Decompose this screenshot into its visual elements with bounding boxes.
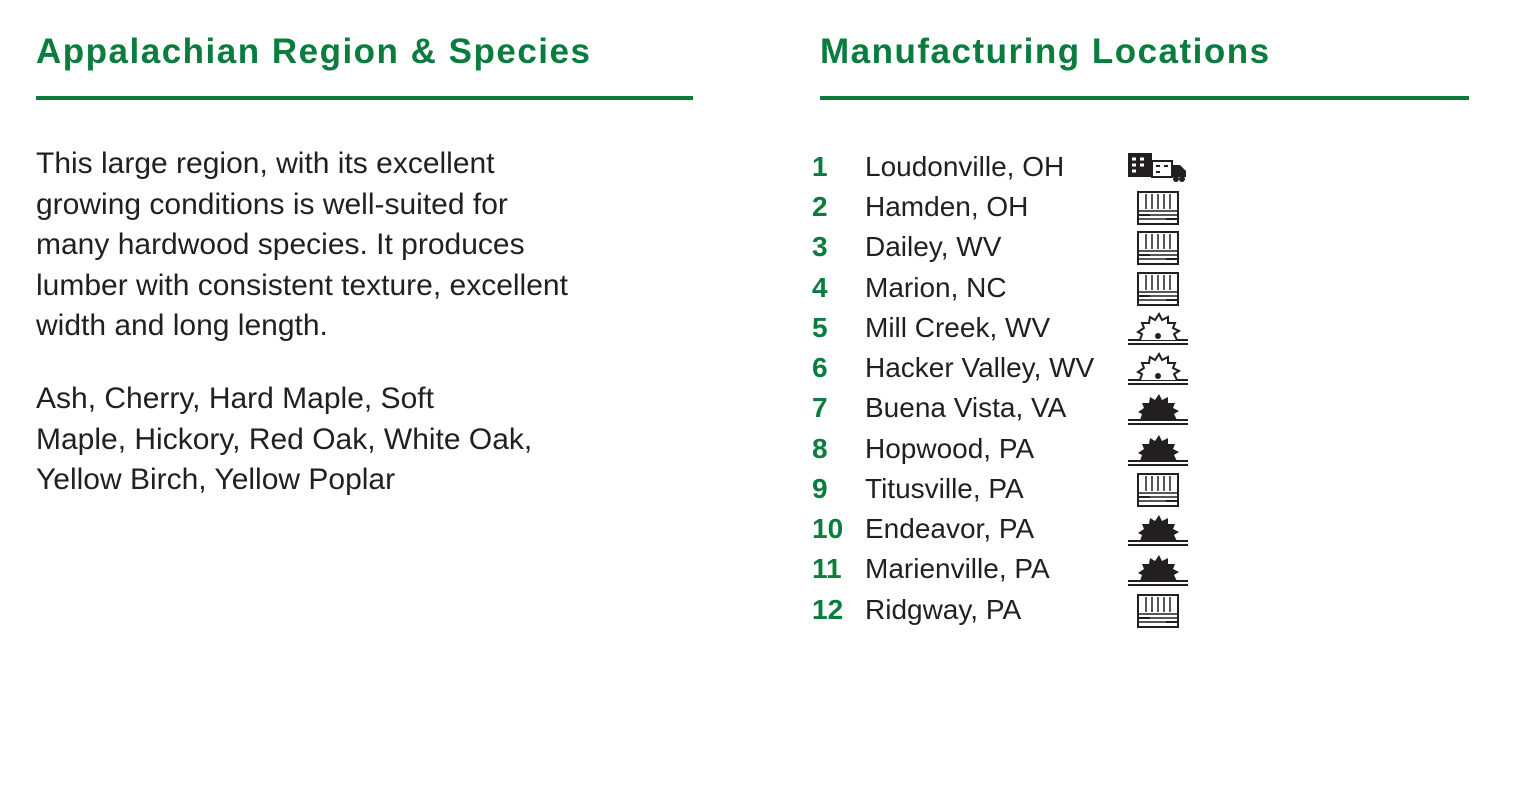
location-row: 4 Marion, NC [812,268,1212,308]
sawmill-icon [1126,352,1190,386]
location-name: Endeavor, PA [865,513,1035,544]
location-name: Marion, NC [865,272,1007,303]
location-row: 6 Hacker Valley, WV [812,348,1212,388]
location-row: 12 Ridgway, PA [812,590,1212,630]
location-number: 4 [812,272,828,303]
location-row: 2 Hamden, OH [812,187,1212,227]
location-number: 2 [812,191,828,222]
location-row: 10 Endeavor, PA [812,509,1212,549]
location-number: 12 [812,594,844,625]
text-line: Yellow Birch, Yellow Poplar [36,463,396,496]
location-row: 8 Hopwood, PA [812,429,1212,469]
location-number: 6 [812,352,828,383]
location-number: 9 [812,473,828,504]
sawmill-solid-icon [1126,553,1190,587]
section-title: Manufacturing Locations [820,32,1271,71]
text-line: Ash, Cherry, Hard Maple, Soft [36,382,434,415]
section-title: Appalachian Region & Species [36,32,592,71]
sawmill-solid-icon [1126,433,1190,467]
text-line: many hardwood species. It produces [36,228,525,261]
distribution-icon [1126,151,1190,185]
location-row: 3 Dailey, WV [812,227,1212,267]
lumber-icon [1126,231,1190,265]
location-name: Titusville, PA [865,473,1024,504]
location-number: 8 [812,433,828,464]
text-line: Maple, Hickory, Red Oak, White Oak, [36,422,533,456]
location-row: 1 Loudonville, OH [812,147,1212,187]
paragraph: This large region, with its excellent gr… [36,144,568,347]
location-row: 11 Marienville, PA [812,549,1212,589]
location-number: 1 [812,151,828,182]
location-name: Marienville, PA [865,553,1050,584]
text-line: lumber with consistent texture, excellen… [36,268,568,302]
divider [36,96,693,100]
location-name: Ridgway, PA [865,594,1022,625]
lumber-icon [1126,191,1190,225]
paragraph: Ash, Cherry, Hard Maple, Soft Maple, Hic… [36,379,532,501]
sawmill-icon [1126,312,1190,346]
location-name: Mill Creek, WV [865,312,1051,343]
sawmill-solid-icon [1126,513,1190,547]
location-number: 7 [812,392,828,423]
location-number: 10 [812,513,844,544]
location-row: 5 Mill Creek, WV [812,308,1212,348]
text-line: growing conditions is well-suited for [36,187,508,221]
location-name: Hopwood, PA [865,433,1035,464]
location-name: Dailey, WV [865,231,1002,262]
location-name: Buena Vista, VA [865,392,1067,423]
location-name: Hamden, OH [865,191,1029,222]
lumber-icon [1126,272,1190,306]
location-number: 5 [812,312,828,343]
divider [820,96,1469,100]
location-row: 7 Buena Vista, VA [812,388,1212,428]
location-row: 9 Titusville, PA [812,469,1212,509]
lumber-icon [1126,473,1190,507]
location-number: 3 [812,231,828,262]
sawmill-solid-icon [1126,392,1190,426]
lumber-icon [1126,594,1190,628]
text-line: This large region, with its excellent [36,147,495,180]
text-line: width and long length. [36,309,328,342]
location-number: 11 [812,553,842,584]
location-name: Hacker Valley, WV [865,352,1095,383]
location-name: Loudonville, OH [865,151,1065,182]
